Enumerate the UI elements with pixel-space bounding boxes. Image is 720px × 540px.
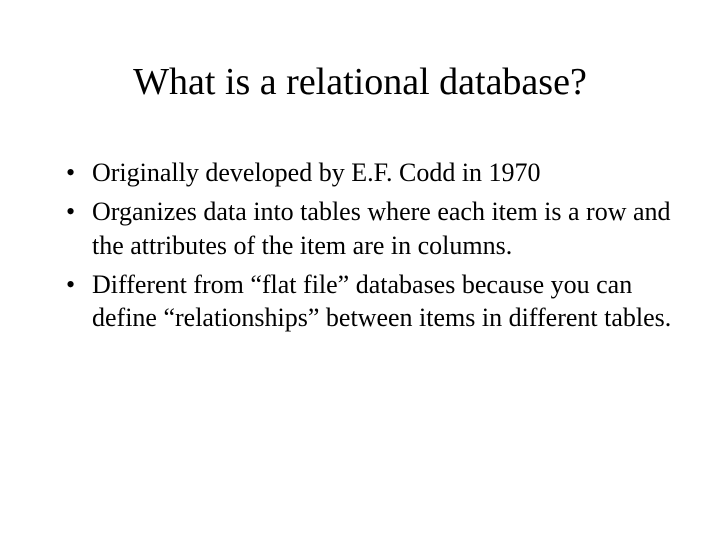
bullet-item: Organizes data into tables where each it… — [66, 195, 672, 262]
slide-title: What is a relational database? — [48, 60, 672, 104]
bullet-item: Different from “flat file” databases bec… — [66, 268, 672, 335]
bullet-item: Originally developed by E.F. Codd in 197… — [66, 156, 672, 189]
bullet-list: Originally developed by E.F. Codd in 197… — [48, 156, 672, 334]
